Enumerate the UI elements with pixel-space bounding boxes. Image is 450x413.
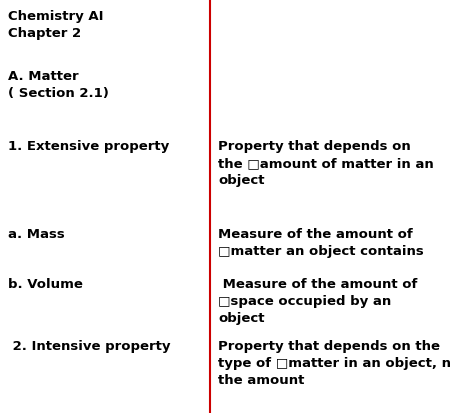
Text: b. Volume: b. Volume <box>8 278 83 291</box>
Text: Measure of the amount of
□matter an object contains: Measure of the amount of □matter an obje… <box>218 228 424 258</box>
Text: a. Mass: a. Mass <box>8 228 65 241</box>
Text: Property that depends on
the □amount of matter in an
object: Property that depends on the □amount of … <box>218 140 434 187</box>
Text: A. Matter
( Section 2.1): A. Matter ( Section 2.1) <box>8 70 109 100</box>
Text: Property that depends on the
type of □matter in an object, not
the amount: Property that depends on the type of □ma… <box>218 340 450 387</box>
Text: Measure of the amount of
□space occupied by an
object: Measure of the amount of □space occupied… <box>218 278 418 325</box>
Text: 2. Intensive property: 2. Intensive property <box>8 340 171 353</box>
Text: Chemistry AI
Chapter 2: Chemistry AI Chapter 2 <box>8 10 104 40</box>
Text: 1. Extensive property: 1. Extensive property <box>8 140 169 153</box>
